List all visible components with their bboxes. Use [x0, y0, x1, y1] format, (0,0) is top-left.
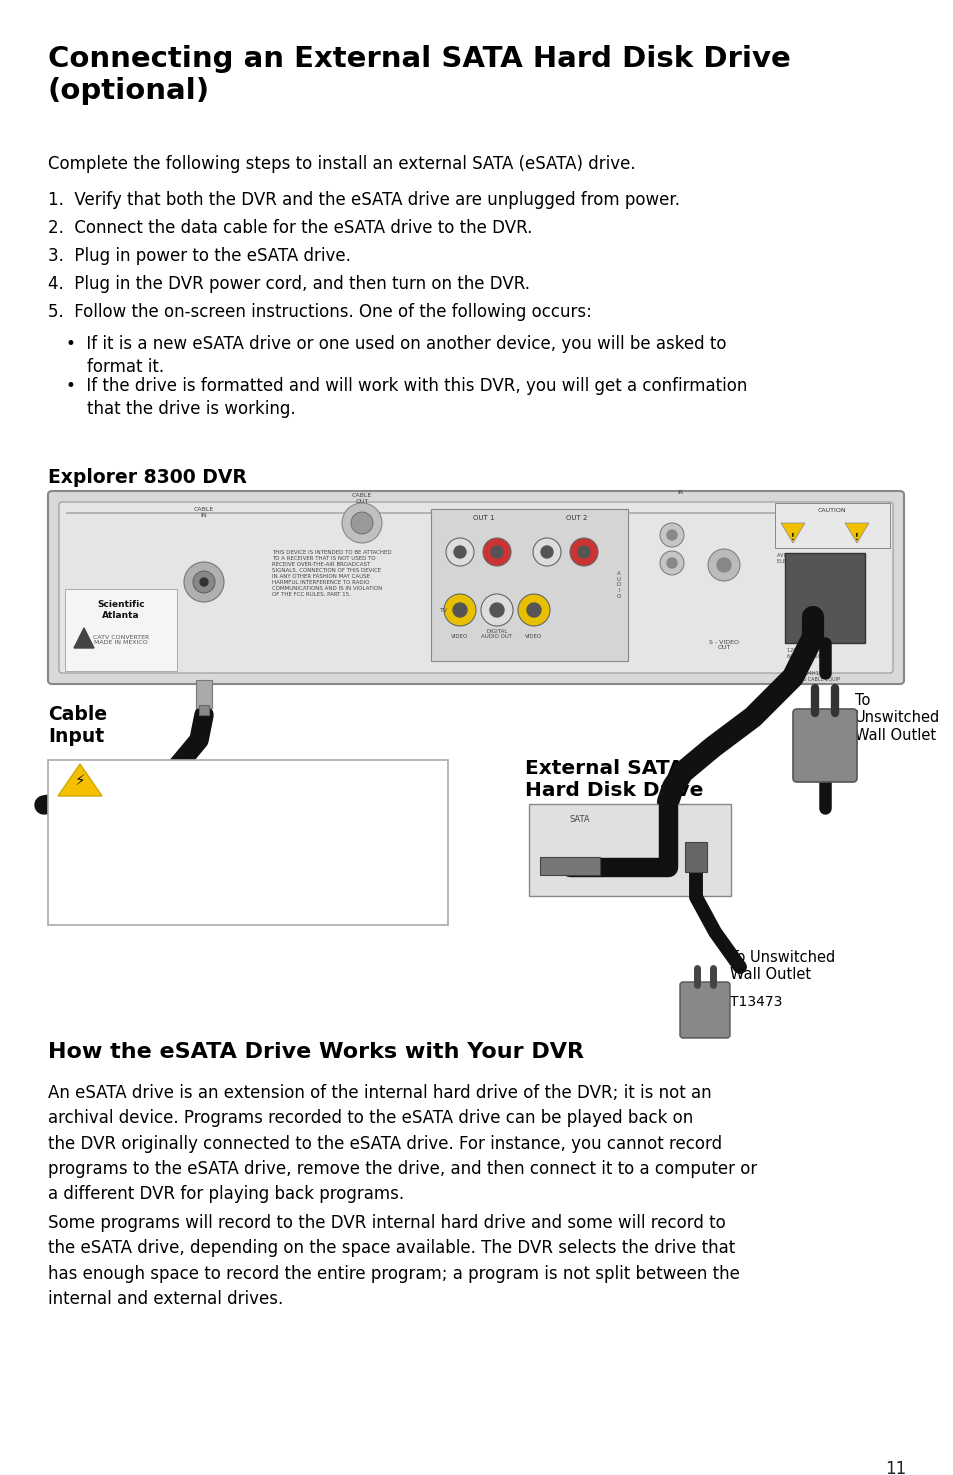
FancyBboxPatch shape	[48, 760, 448, 925]
Circle shape	[443, 594, 476, 625]
Circle shape	[666, 558, 677, 568]
Circle shape	[482, 538, 511, 566]
Bar	[195, 680, 212, 708]
Bar	[684, 842, 706, 872]
Circle shape	[454, 546, 465, 558]
Text: WARNING:: WARNING:	[110, 768, 204, 783]
Text: !: !	[854, 534, 858, 543]
Circle shape	[446, 538, 474, 566]
Text: 5.  Follow the on-screen instructions. One of the following occurs:: 5. Follow the on-screen instructions. On…	[48, 302, 591, 322]
FancyBboxPatch shape	[48, 491, 903, 684]
Text: Connecting an External SATA Hard Disk Drive
(optional): Connecting an External SATA Hard Disk Dr…	[48, 46, 790, 105]
Text: TV: TV	[439, 608, 448, 612]
Text: Electric shock hazard! Unplug all
electronic devices before connecting
or discon: Electric shock hazard! Unplug all electr…	[58, 799, 392, 873]
Text: CAUTION: CAUTION	[817, 507, 845, 513]
Polygon shape	[781, 524, 804, 543]
Text: Scientific
Atlanta: Scientific Atlanta	[97, 600, 145, 620]
Text: SATA: SATA	[804, 586, 820, 590]
Bar	[539, 857, 599, 875]
Circle shape	[717, 558, 730, 572]
Text: ⚡: ⚡	[74, 773, 85, 788]
Text: To Unswitched
Wall Outlet: To Unswitched Wall Outlet	[729, 950, 835, 982]
FancyBboxPatch shape	[59, 502, 892, 673]
Bar	[784, 553, 864, 643]
Text: VIDEO: VIDEO	[525, 634, 542, 639]
Circle shape	[569, 538, 598, 566]
FancyBboxPatch shape	[529, 804, 730, 895]
Circle shape	[490, 603, 503, 617]
Circle shape	[193, 571, 214, 593]
Text: A
U
D
I
O: A U D I O	[617, 571, 620, 599]
Text: THIS DEVICE IS INTENDED TO BE ATTACHED
TO A RECEIVER THAT IS NOT USED TO
RECEIVE: THIS DEVICE IS INTENDED TO BE ATTACHED T…	[272, 550, 392, 597]
FancyBboxPatch shape	[792, 709, 856, 782]
Text: Complete the following steps to install an external SATA (eSATA) drive.: Complete the following steps to install …	[48, 155, 635, 173]
Text: SATA: SATA	[569, 816, 590, 825]
Circle shape	[707, 549, 740, 581]
Text: CATV CONVERTER
MADE IN MEXICO: CATV CONVERTER MADE IN MEXICO	[92, 634, 149, 646]
Text: 3.  Plug in power to the eSATA drive.: 3. Plug in power to the eSATA drive.	[48, 246, 351, 266]
Circle shape	[491, 546, 502, 558]
Text: Some programs will record to the DVR internal hard drive and some will record to: Some programs will record to the DVR int…	[48, 1214, 740, 1308]
Circle shape	[526, 603, 540, 617]
Circle shape	[480, 594, 513, 625]
Text: OUT 2: OUT 2	[566, 515, 587, 521]
Text: •  If it is a new eSATA drive or one used on another device, you will be asked t: • If it is a new eSATA drive or one used…	[66, 335, 726, 376]
Text: 4.  Plug in the DVR power cord, and then turn on the DVR.: 4. Plug in the DVR power cord, and then …	[48, 274, 530, 294]
Text: External SATA
Hard Disk Drive: External SATA Hard Disk Drive	[524, 760, 702, 799]
Circle shape	[517, 594, 550, 625]
Text: Explorer 8300 DVR: Explorer 8300 DVR	[48, 468, 247, 487]
Text: 120 VAC   120 V
60HZ 5A    60HZ: 120 VAC 120 V 60HZ 5A 60HZ	[786, 648, 827, 659]
Text: S - VIDEO
OUT: S - VIDEO OUT	[708, 640, 739, 650]
Text: OUT 1: OUT 1	[473, 515, 495, 521]
FancyBboxPatch shape	[65, 589, 177, 671]
Bar	[793, 594, 831, 617]
Text: CABLE
IN: CABLE IN	[193, 507, 213, 518]
Text: Cable
Input: Cable Input	[48, 705, 107, 746]
Text: An eSATA drive is an extension of the internal hard drive of the DVR; it is not : An eSATA drive is an extension of the in…	[48, 1084, 757, 1204]
Text: 11: 11	[883, 1460, 905, 1475]
Circle shape	[540, 546, 553, 558]
Bar	[774, 503, 889, 549]
Text: How the eSATA Drive Works with Your DVR: How the eSATA Drive Works with Your DVR	[48, 1041, 583, 1062]
Circle shape	[200, 578, 208, 586]
Circle shape	[184, 562, 224, 602]
Circle shape	[578, 546, 589, 558]
Text: T13473: T13473	[729, 996, 781, 1009]
Text: CABLE
OUT: CABLE OUT	[352, 493, 372, 504]
Text: VIDEO: VIDEO	[451, 634, 468, 639]
Circle shape	[351, 512, 373, 534]
Text: 2.  Connect the data cable for the eSATA drive to the DVR.: 2. Connect the data cable for the eSATA …	[48, 218, 532, 237]
Polygon shape	[74, 628, 94, 648]
Circle shape	[659, 524, 683, 547]
Bar	[199, 705, 209, 715]
Text: !: !	[790, 534, 794, 543]
FancyBboxPatch shape	[679, 982, 729, 1038]
Polygon shape	[844, 524, 868, 543]
Text: AVD. XXXX 30 CIRC.
ELECTRODE 90 FSS DVVR: AVD. XXXX 30 CIRC. ELECTRODE 90 FSS DVVR	[776, 553, 839, 563]
Circle shape	[666, 530, 677, 540]
Text: IR: IR	[677, 490, 682, 496]
Text: DIGITAL
AUDIO OUT: DIGITAL AUDIO OUT	[481, 628, 512, 639]
Circle shape	[453, 603, 467, 617]
Circle shape	[533, 538, 560, 566]
Circle shape	[341, 503, 381, 543]
Polygon shape	[58, 764, 102, 797]
Circle shape	[659, 552, 683, 575]
Text: •  If the drive is formatted and will work with this DVR, you will get a confirm: • If the drive is formatted and will wor…	[66, 378, 746, 417]
Text: LISTED 94H1
C UL US CABLE EQUIP: LISTED 94H1 C UL US CABLE EQUIP	[786, 671, 840, 681]
FancyBboxPatch shape	[431, 509, 627, 661]
Text: 1.  Verify that both the DVR and the eSATA drive are unplugged from power.: 1. Verify that both the DVR and the eSAT…	[48, 190, 679, 209]
Text: To
Unswitched
Wall Outlet: To Unswitched Wall Outlet	[854, 693, 940, 743]
